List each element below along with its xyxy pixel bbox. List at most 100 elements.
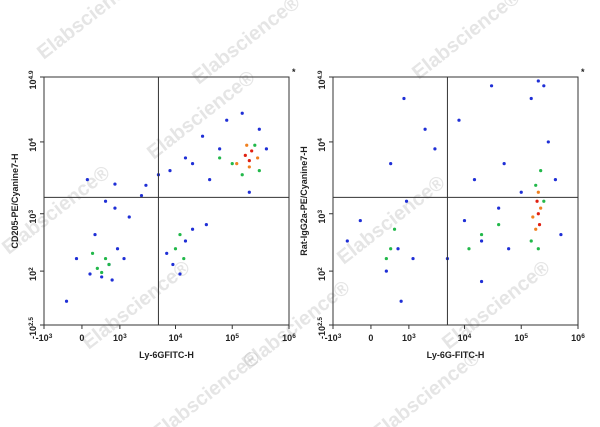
event-dot bbox=[537, 223, 542, 227]
event-dot bbox=[190, 227, 195, 231]
event-dot bbox=[497, 223, 501, 227]
event-dot bbox=[529, 96, 533, 101]
event-dot bbox=[178, 272, 182, 276]
event-dot bbox=[95, 266, 99, 270]
tick-base: -10 bbox=[325, 333, 338, 343]
event-dot bbox=[529, 239, 533, 243]
watermark: Elabscience® bbox=[408, 0, 524, 84]
plot-frame bbox=[332, 76, 579, 326]
event-dot bbox=[182, 256, 186, 261]
event-dot bbox=[247, 190, 251, 194]
event-dot bbox=[235, 162, 239, 166]
event-dot bbox=[542, 199, 546, 203]
event-dot bbox=[100, 275, 104, 279]
tick-base: -10 bbox=[28, 326, 38, 339]
y-axis-label: Rat-IgG2a-PE/Cyanine7-H bbox=[299, 146, 309, 256]
tick-exponent: 4.9 bbox=[28, 70, 35, 79]
event-dot bbox=[103, 256, 108, 261]
y-tick-label: 104.9 bbox=[28, 70, 39, 89]
event-dot bbox=[489, 84, 494, 88]
corner-mark: * bbox=[292, 67, 296, 77]
event-dot bbox=[240, 111, 244, 115]
event-dot bbox=[218, 156, 222, 160]
event-dot bbox=[74, 256, 79, 261]
event-dot bbox=[127, 215, 131, 219]
y-tick-label: 103 bbox=[317, 210, 328, 224]
x-tick-label: 103 bbox=[113, 333, 127, 344]
event-dot bbox=[250, 149, 254, 153]
corner-mark: * bbox=[581, 67, 585, 77]
tick-exponent: 6 bbox=[292, 333, 296, 340]
x-tick-label: 0 bbox=[368, 333, 373, 343]
event-dot bbox=[462, 218, 467, 223]
tick-base: -10 bbox=[317, 326, 327, 339]
event-dot bbox=[93, 232, 97, 237]
event-dot bbox=[183, 239, 188, 243]
tick-exponent: 3 bbox=[49, 333, 53, 340]
event-dot bbox=[535, 199, 539, 203]
y-tick-label: 104.9 bbox=[317, 70, 328, 89]
tick-exponent: 4 bbox=[179, 333, 183, 340]
event-dot bbox=[539, 169, 543, 173]
x-tick-label: 104 bbox=[458, 333, 472, 344]
event-dot bbox=[559, 232, 563, 237]
tick-exponent: 3 bbox=[123, 333, 127, 340]
event-dot bbox=[345, 239, 349, 243]
event-dot bbox=[472, 178, 477, 182]
tick-base: 10 bbox=[28, 80, 38, 90]
event-dot bbox=[178, 232, 182, 237]
tick-exponent: 2 bbox=[28, 267, 35, 271]
x-tick-label: 105 bbox=[514, 333, 528, 344]
tick-exponent: 2 bbox=[317, 267, 324, 271]
event-dot bbox=[204, 223, 208, 227]
event-dot bbox=[122, 256, 126, 261]
event-dot bbox=[519, 190, 523, 194]
event-dot bbox=[534, 183, 538, 187]
event-dot bbox=[389, 247, 393, 251]
tick-base: 10 bbox=[402, 333, 412, 343]
event-dot bbox=[257, 127, 261, 131]
event-dot bbox=[144, 183, 148, 187]
event-dot bbox=[479, 239, 484, 243]
event-dot bbox=[107, 262, 111, 267]
event-dot bbox=[218, 147, 222, 151]
tick-exponent: 4 bbox=[28, 138, 35, 142]
tick-exponent: 4 bbox=[317, 138, 324, 142]
event-dot bbox=[253, 143, 257, 147]
event-dot bbox=[85, 178, 89, 182]
event-dot bbox=[139, 193, 144, 198]
event-dot bbox=[536, 247, 540, 251]
x-tick-label: 106 bbox=[282, 333, 296, 344]
tick-base: 10 bbox=[317, 80, 327, 90]
event-dot bbox=[392, 227, 397, 231]
x-tick-label: -103 bbox=[36, 333, 53, 344]
event-dot bbox=[183, 156, 188, 160]
event-dot bbox=[264, 147, 269, 151]
event-dot bbox=[389, 162, 393, 166]
event-dot bbox=[404, 199, 409, 203]
tick-exponent: 3 bbox=[412, 333, 416, 340]
event-dot bbox=[507, 247, 511, 251]
tick-base: 10 bbox=[317, 214, 327, 224]
event-dot bbox=[411, 256, 415, 261]
y-tick-label: -102.5 bbox=[28, 317, 39, 339]
event-dot bbox=[358, 218, 362, 223]
event-dot bbox=[396, 247, 400, 251]
tick-exponent: 3 bbox=[317, 210, 324, 214]
tick-base: 10 bbox=[28, 214, 38, 224]
y-tick-label: 103 bbox=[28, 210, 39, 224]
event-dot bbox=[433, 147, 437, 151]
y-tick-label: 104 bbox=[317, 138, 328, 152]
event-dot bbox=[64, 299, 69, 303]
tick-base: 10 bbox=[317, 271, 327, 281]
event-dot bbox=[384, 269, 388, 273]
y-tick-label: 102 bbox=[28, 267, 39, 281]
event-dot bbox=[457, 118, 461, 122]
watermark: Elabscience® bbox=[438, 256, 554, 354]
event-dot bbox=[243, 153, 247, 158]
tick-exponent: 2.5 bbox=[28, 317, 35, 326]
event-dot bbox=[171, 262, 175, 267]
event-dot bbox=[90, 251, 95, 255]
event-dot bbox=[423, 127, 427, 131]
